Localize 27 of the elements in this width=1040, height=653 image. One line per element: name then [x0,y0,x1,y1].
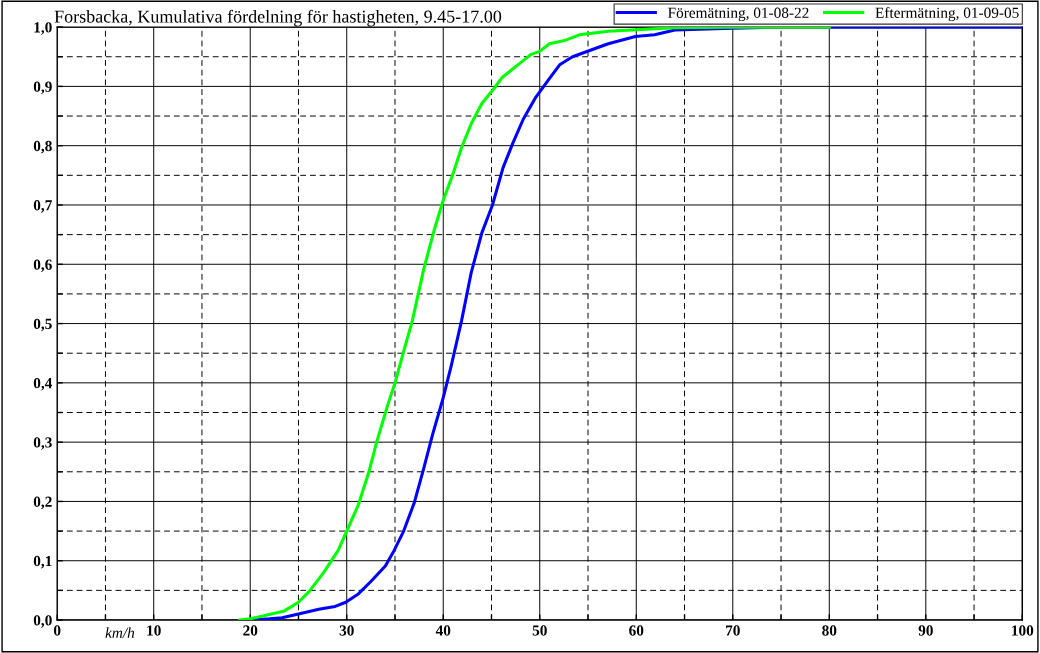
y-tick-label: 0,1 [33,555,52,569]
x-tick-label: 80 [822,625,837,636]
y-tick-label: 0,7 [33,200,52,213]
x-tick-label: 70 [726,625,740,636]
x-tick-label: 10 [147,625,161,636]
y-tick-label: 0,9 [33,81,52,95]
x-tick-label: 50 [532,625,547,636]
y-tick-label: 0,6 [33,259,52,272]
chart-title: Forsbacka, Kumulativa fördelning för hastigheten, 9.45-17.00 [54,9,502,27]
y-tick-label: 1,0 [34,22,52,35]
x-tick-label: 90 [918,625,933,636]
legend-label: Föremätning, 01-08-22 [668,7,809,22]
y-tick-label: 0,2 [33,496,52,510]
line-series [238,27,831,621]
x-tick-label: 0 [53,625,61,636]
x-tick-label: 20 [243,625,258,636]
y-tick-label: 0,3 [33,437,52,450]
y-tick-label: 0,5 [33,318,52,332]
x-tick-label: 30 [339,625,354,636]
y-tick-label: 0,8 [33,140,52,154]
x-tick-label: 60 [629,625,644,636]
legend-label: Eftermätning, 01-09-05 [875,7,1019,22]
y-tick-label: 0,0 [33,615,52,628]
x-tick-label: 40 [435,625,451,636]
y-tick-label: 0,4 [33,377,53,391]
x-tick-label: 100 [1012,625,1034,636]
x-axis-title: km/h [105,627,135,638]
